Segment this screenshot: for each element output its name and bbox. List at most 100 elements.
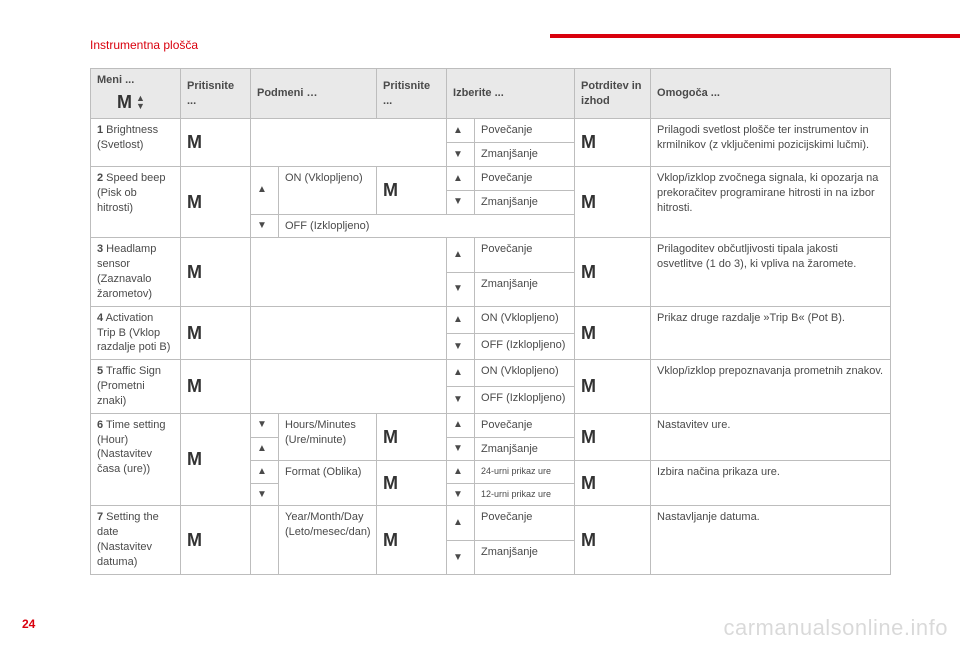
press-m: M (377, 506, 447, 574)
submenu-option: ON (Vklopljeno) (279, 166, 377, 214)
row-label: Time setting (Hour) (Nastavitev časa (ur… (97, 419, 165, 476)
row-desc: Nastavljanje datuma. (651, 506, 891, 574)
row-label: Activation Trip B (Vklop razdalje poti B… (97, 312, 170, 354)
down-icon: ▼ (447, 483, 475, 506)
press-m: M (181, 166, 251, 238)
table-row: 3 Headlamp sensor (Zaznavalo žarometov) (91, 238, 181, 306)
m-icon: M (187, 262, 202, 282)
empty-cell (251, 119, 447, 167)
m-icon: M (187, 192, 202, 212)
empty-cell (251, 506, 279, 574)
row-desc: Prikaz druge razdalje »Trip B« (Pot B). (651, 306, 891, 360)
section-title: Instrumentna plošča (90, 38, 198, 52)
up-icon: ▲ (251, 461, 279, 484)
table-row: 6 Time setting (Hour) (Nastavitev časa (… (91, 413, 181, 506)
confirm-m: M (575, 238, 651, 306)
m-icon: M (581, 132, 596, 152)
press-m: M (181, 413, 251, 506)
settings-table: Meni ... M ▲ ▼ Pritisnite ... Podmeni … … (90, 68, 891, 575)
select-option: Zmanjšanje (475, 272, 575, 306)
up-icon: ▲ (447, 461, 475, 484)
select-option: 24-urni prikaz ure (475, 461, 575, 484)
submenu-option: Format (Oblika) (279, 461, 377, 506)
hdr-select: Izberite ... (447, 69, 575, 119)
m-icon: M (581, 473, 596, 493)
m-icon: M (581, 262, 596, 282)
table-row: 1 Brightness (Svetlost) (91, 119, 181, 167)
down-icon: ▼ (136, 102, 145, 110)
m-icon: M (581, 192, 596, 212)
press-m: M (181, 306, 251, 360)
m-icon: M (581, 323, 596, 343)
select-option: Povečanje (475, 166, 575, 190)
hdr-menu-label: Meni ... (97, 73, 174, 88)
confirm-m: M (575, 119, 651, 167)
down-icon: ▼ (447, 142, 475, 166)
row-desc: Vklop/izklop zvočnega signala, ki opozar… (651, 166, 891, 238)
m-icon: M (187, 376, 202, 396)
press-m: M (377, 461, 447, 506)
m-icon: M (581, 427, 596, 447)
hdr-submenu: Podmeni … (251, 69, 377, 119)
table-row: 7 Setting the date (Nastavitev datuma) (91, 506, 181, 574)
up-icon: ▲ (447, 413, 475, 437)
m-icon: M (383, 180, 398, 200)
up-icon: ▲ (251, 166, 279, 214)
down-icon: ▼ (447, 540, 475, 574)
select-option: 12-urni prikaz ure (475, 483, 575, 506)
row-desc: Prilagoditev občutljivosti tipala jakost… (651, 238, 891, 306)
m-icon: M (187, 323, 202, 343)
row-desc: Vklop/izklop prepoznavanja prometnih zna… (651, 360, 891, 414)
press-m: M (377, 413, 447, 461)
confirm-m: M (575, 166, 651, 238)
press-m: M (181, 506, 251, 574)
confirm-m: M (575, 506, 651, 574)
row-desc: Prilagodi svetlost plošče ter instrument… (651, 119, 891, 167)
select-option: OFF (Izklopljeno) (475, 387, 575, 414)
confirm-m: M (575, 461, 651, 506)
down-icon: ▼ (251, 413, 279, 437)
select-option: Zmanjšanje (475, 190, 575, 214)
row-label: Brightness (Svetlost) (97, 124, 158, 151)
hdr-menu: Meni ... M ▲ ▼ (91, 69, 181, 119)
table-row: 5 Traffic Sign (Prometni znaki) (91, 360, 181, 414)
submenu-option: Year/Month/Day (Leto/mesec/dan) (279, 506, 377, 574)
select-option: Zmanjšanje (475, 142, 575, 166)
m-icon: M (383, 530, 398, 550)
select-option: Zmanjšanje (475, 437, 575, 461)
confirm-m: M (575, 306, 651, 360)
m-icon: M (383, 427, 398, 447)
empty-cell (251, 360, 447, 414)
down-icon: ▼ (447, 272, 475, 306)
confirm-m: M (575, 360, 651, 414)
up-icon: ▲ (447, 166, 475, 190)
row-desc: Izbira načina prikaza ure. (651, 461, 891, 506)
down-icon: ▼ (251, 214, 279, 238)
empty-cell (251, 238, 447, 306)
empty-cell (251, 306, 447, 360)
press-m: M (181, 238, 251, 306)
select-option: ON (Vklopljeno) (475, 360, 575, 387)
page-number: 24 (22, 617, 35, 631)
down-icon: ▼ (447, 387, 475, 414)
press-m: M (181, 119, 251, 167)
submenu-option: OFF (Izklopljeno) (279, 214, 575, 238)
hdr-press1: Pritisnite ... (181, 69, 251, 119)
row-desc: Nastavitev ure. (651, 413, 891, 461)
up-icon: ▲ (447, 306, 475, 333)
down-icon: ▼ (447, 437, 475, 461)
row-label: Traffic Sign (Prometni znaki) (97, 365, 161, 407)
submenu-option: Hours/Minutes (Ure/minute) (279, 413, 377, 461)
down-icon: ▼ (447, 333, 475, 360)
select-option: Povečanje (475, 119, 575, 143)
m-icon: M (117, 90, 132, 114)
press-m: M (377, 166, 447, 214)
m-icon: M (581, 530, 596, 550)
select-option: Zmanjšanje (475, 540, 575, 574)
select-option: Povečanje (475, 238, 575, 272)
select-option: OFF (Izklopljeno) (475, 333, 575, 360)
up-icon: ▲ (447, 119, 475, 143)
table-row: 4 Activation Trip B (Vklop razdalje poti… (91, 306, 181, 360)
down-icon: ▼ (251, 483, 279, 506)
header-accent-bar (550, 34, 960, 38)
